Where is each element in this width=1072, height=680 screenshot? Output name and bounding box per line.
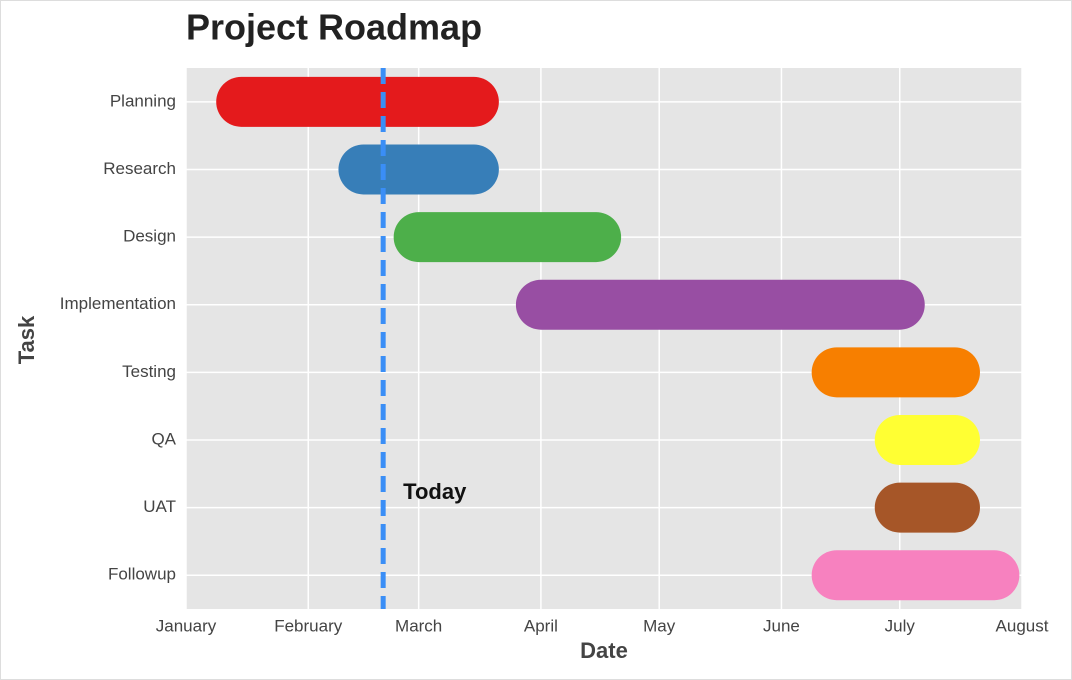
y-tick-label: Implementation	[60, 294, 176, 313]
x-axis-label: Date	[580, 638, 628, 663]
y-tick-label: Design	[123, 227, 176, 246]
x-tick-label: February	[274, 616, 343, 635]
y-tick-label: Followup	[108, 565, 176, 584]
y-tick-label: UAT	[143, 497, 176, 516]
x-tick-label: June	[763, 616, 800, 635]
x-tick-label: August	[996, 616, 1049, 635]
task-bar	[338, 144, 499, 195]
task-bar	[811, 550, 1020, 601]
chart-title: Project Roadmap	[186, 7, 482, 48]
task-bar	[874, 414, 980, 465]
x-tick-label: July	[885, 616, 916, 635]
x-tick-label: April	[524, 616, 558, 635]
x-tick-label: May	[643, 616, 676, 635]
task-bar	[811, 347, 980, 398]
y-tick-label: Research	[103, 159, 176, 178]
x-tick-label: January	[156, 616, 217, 635]
y-tick-label: QA	[151, 429, 176, 448]
y-tick-label: Planning	[110, 91, 176, 110]
today-label: Today	[403, 479, 467, 504]
y-axis-label: Task	[14, 315, 39, 364]
y-tick-label: Testing	[122, 362, 176, 381]
x-tick-label: March	[395, 616, 442, 635]
task-bar	[874, 482, 980, 533]
task-bar	[216, 76, 499, 127]
task-bar	[515, 279, 925, 330]
task-bar	[393, 212, 622, 263]
